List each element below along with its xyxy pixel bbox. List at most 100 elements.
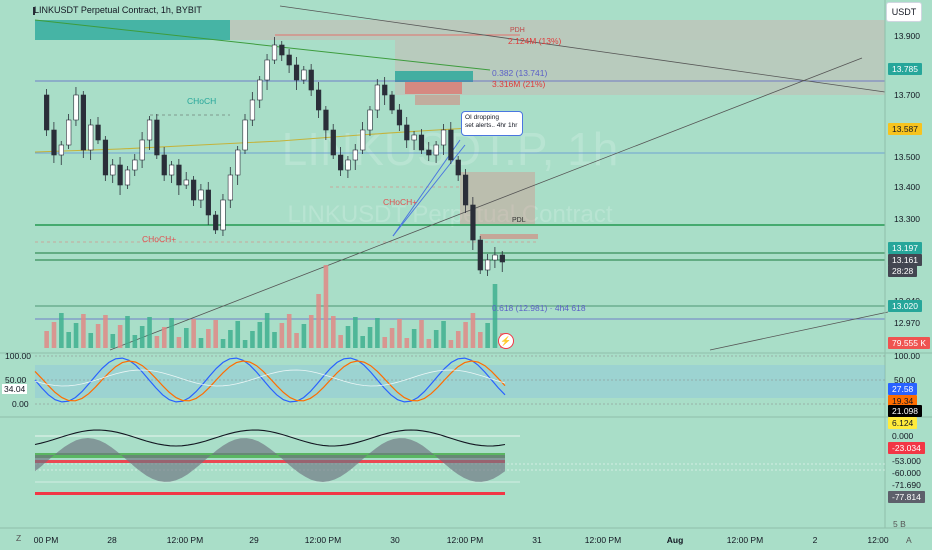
candle-body xyxy=(213,214,219,231)
candle-body xyxy=(315,89,322,111)
watermark-description: LINKUSDT Perpetual Contract xyxy=(287,201,612,228)
osc1-left-tick-0: 0.00 xyxy=(12,399,29,409)
volume-bar xyxy=(478,332,483,348)
currency-button[interactable]: USDT xyxy=(886,2,922,22)
auto-scale-button[interactable]: A xyxy=(906,535,912,545)
price-tick: 13.400 xyxy=(894,182,920,192)
volume-bar xyxy=(81,314,86,348)
volume-bar xyxy=(206,329,211,348)
volume-bar xyxy=(73,323,79,348)
price-tick: 13.500 xyxy=(894,152,920,162)
candle-body xyxy=(279,44,285,56)
volume-bar xyxy=(301,324,307,348)
volume-bar xyxy=(389,328,395,348)
volume-bar xyxy=(441,321,446,348)
osc2-badge: 0.000 xyxy=(892,431,914,441)
candle-body xyxy=(264,59,270,81)
volume-bar xyxy=(448,340,454,348)
price-tick: 13.900 xyxy=(894,31,920,41)
time-label: Aug xyxy=(666,535,684,545)
osc1-badge: 27.58 xyxy=(888,383,918,395)
price-tick: 12.970 xyxy=(894,318,920,328)
price-badge: 79.555 K xyxy=(888,337,931,349)
candle-body xyxy=(66,119,72,146)
price-badge: 28:28 xyxy=(888,265,918,277)
candle-body xyxy=(110,164,116,176)
volume-bar xyxy=(220,339,226,348)
volume-bar xyxy=(308,315,314,348)
label-choch-1: CHoCH xyxy=(187,96,217,106)
trendline-low-right xyxy=(709,311,889,351)
volume-bar xyxy=(264,313,270,348)
timezone-button[interactable]: Z xyxy=(16,533,22,543)
osc2-badge: -23.034 xyxy=(888,442,925,454)
candle-body xyxy=(58,144,64,156)
candle-body xyxy=(88,124,94,151)
candle-body xyxy=(293,64,300,81)
osc1-k-line xyxy=(34,357,506,403)
ma-line-yellow xyxy=(34,127,471,153)
candle-body xyxy=(124,169,131,186)
note-callout[interactable]: OI dropping set alerts.. 4hr 1hr xyxy=(461,111,523,136)
volume-bar xyxy=(110,334,116,348)
candle-body xyxy=(44,94,50,131)
volume-bar xyxy=(161,327,167,348)
time-label: 12:00 xyxy=(867,535,889,545)
osc1-left-value: 34.04 xyxy=(2,384,28,394)
osc1-rsi-line xyxy=(34,369,506,387)
osc2-badge: -71.690 xyxy=(892,480,921,490)
symbol-title[interactable]: LINKUSDT Perpetual Contract, 1h, BYBIT xyxy=(34,5,202,15)
time-label: 12:00 PM xyxy=(304,535,342,545)
label-volume-top: 2.124M (13%) xyxy=(508,36,562,46)
trendline-gray-descending xyxy=(279,5,886,93)
price-badge: 13.785 xyxy=(888,63,922,75)
price-tick: 13.700 xyxy=(894,90,920,100)
candle-body xyxy=(51,129,57,156)
candle-body xyxy=(154,119,160,156)
pdl-zone xyxy=(480,234,538,239)
volume-bar xyxy=(345,326,351,348)
candles xyxy=(44,37,505,276)
volume-bar xyxy=(426,339,432,348)
label-pdl: PDL xyxy=(512,217,526,224)
volume-bar xyxy=(250,331,255,348)
price-badge: 13.020 xyxy=(888,300,922,312)
candle-body xyxy=(242,119,248,151)
label-pdh: PDH xyxy=(510,27,525,34)
osc1-badge: 19.34 xyxy=(888,395,918,407)
volume-bar xyxy=(132,335,138,348)
volume-bar xyxy=(397,319,402,348)
candle-body xyxy=(183,179,189,186)
osc2-red-bottom xyxy=(35,492,505,495)
candle-body xyxy=(389,94,395,111)
label-fib-618: 0.618 (12.981) · 4h4 618 xyxy=(492,303,586,313)
scale-label: 5 B xyxy=(893,519,906,529)
candle-body xyxy=(440,129,447,146)
candle-body xyxy=(176,164,182,186)
osc1-right-tick-100: 100.00 xyxy=(894,351,920,361)
volume-bar xyxy=(117,325,123,348)
candle-body xyxy=(132,159,138,171)
candle-body xyxy=(102,139,109,176)
volume-bar xyxy=(176,337,182,348)
volume-bar xyxy=(279,323,285,348)
note-line-1: OI dropping xyxy=(465,114,499,121)
time-label: 12:00 PM xyxy=(446,535,484,545)
candle-body xyxy=(455,159,461,176)
osc2-green-band xyxy=(35,453,505,458)
note-line-2: set alerts.. 4hr 1hr xyxy=(465,122,518,129)
volume-bar xyxy=(463,322,468,348)
osc2-badge: -53.000 xyxy=(892,456,921,466)
volume-bar xyxy=(213,320,218,348)
candle-body xyxy=(448,129,454,161)
candle-body xyxy=(470,204,476,241)
volume-bars xyxy=(44,265,505,348)
candle-body xyxy=(249,99,256,121)
label-choch-2: CHoCH+ xyxy=(383,197,418,207)
osc1-left-tick-100: 100.00 xyxy=(5,351,31,361)
lightning-icon[interactable]: ⚡ xyxy=(498,333,514,349)
volume-bar xyxy=(404,338,410,348)
candle-body xyxy=(338,154,344,171)
candle-body xyxy=(235,149,241,176)
